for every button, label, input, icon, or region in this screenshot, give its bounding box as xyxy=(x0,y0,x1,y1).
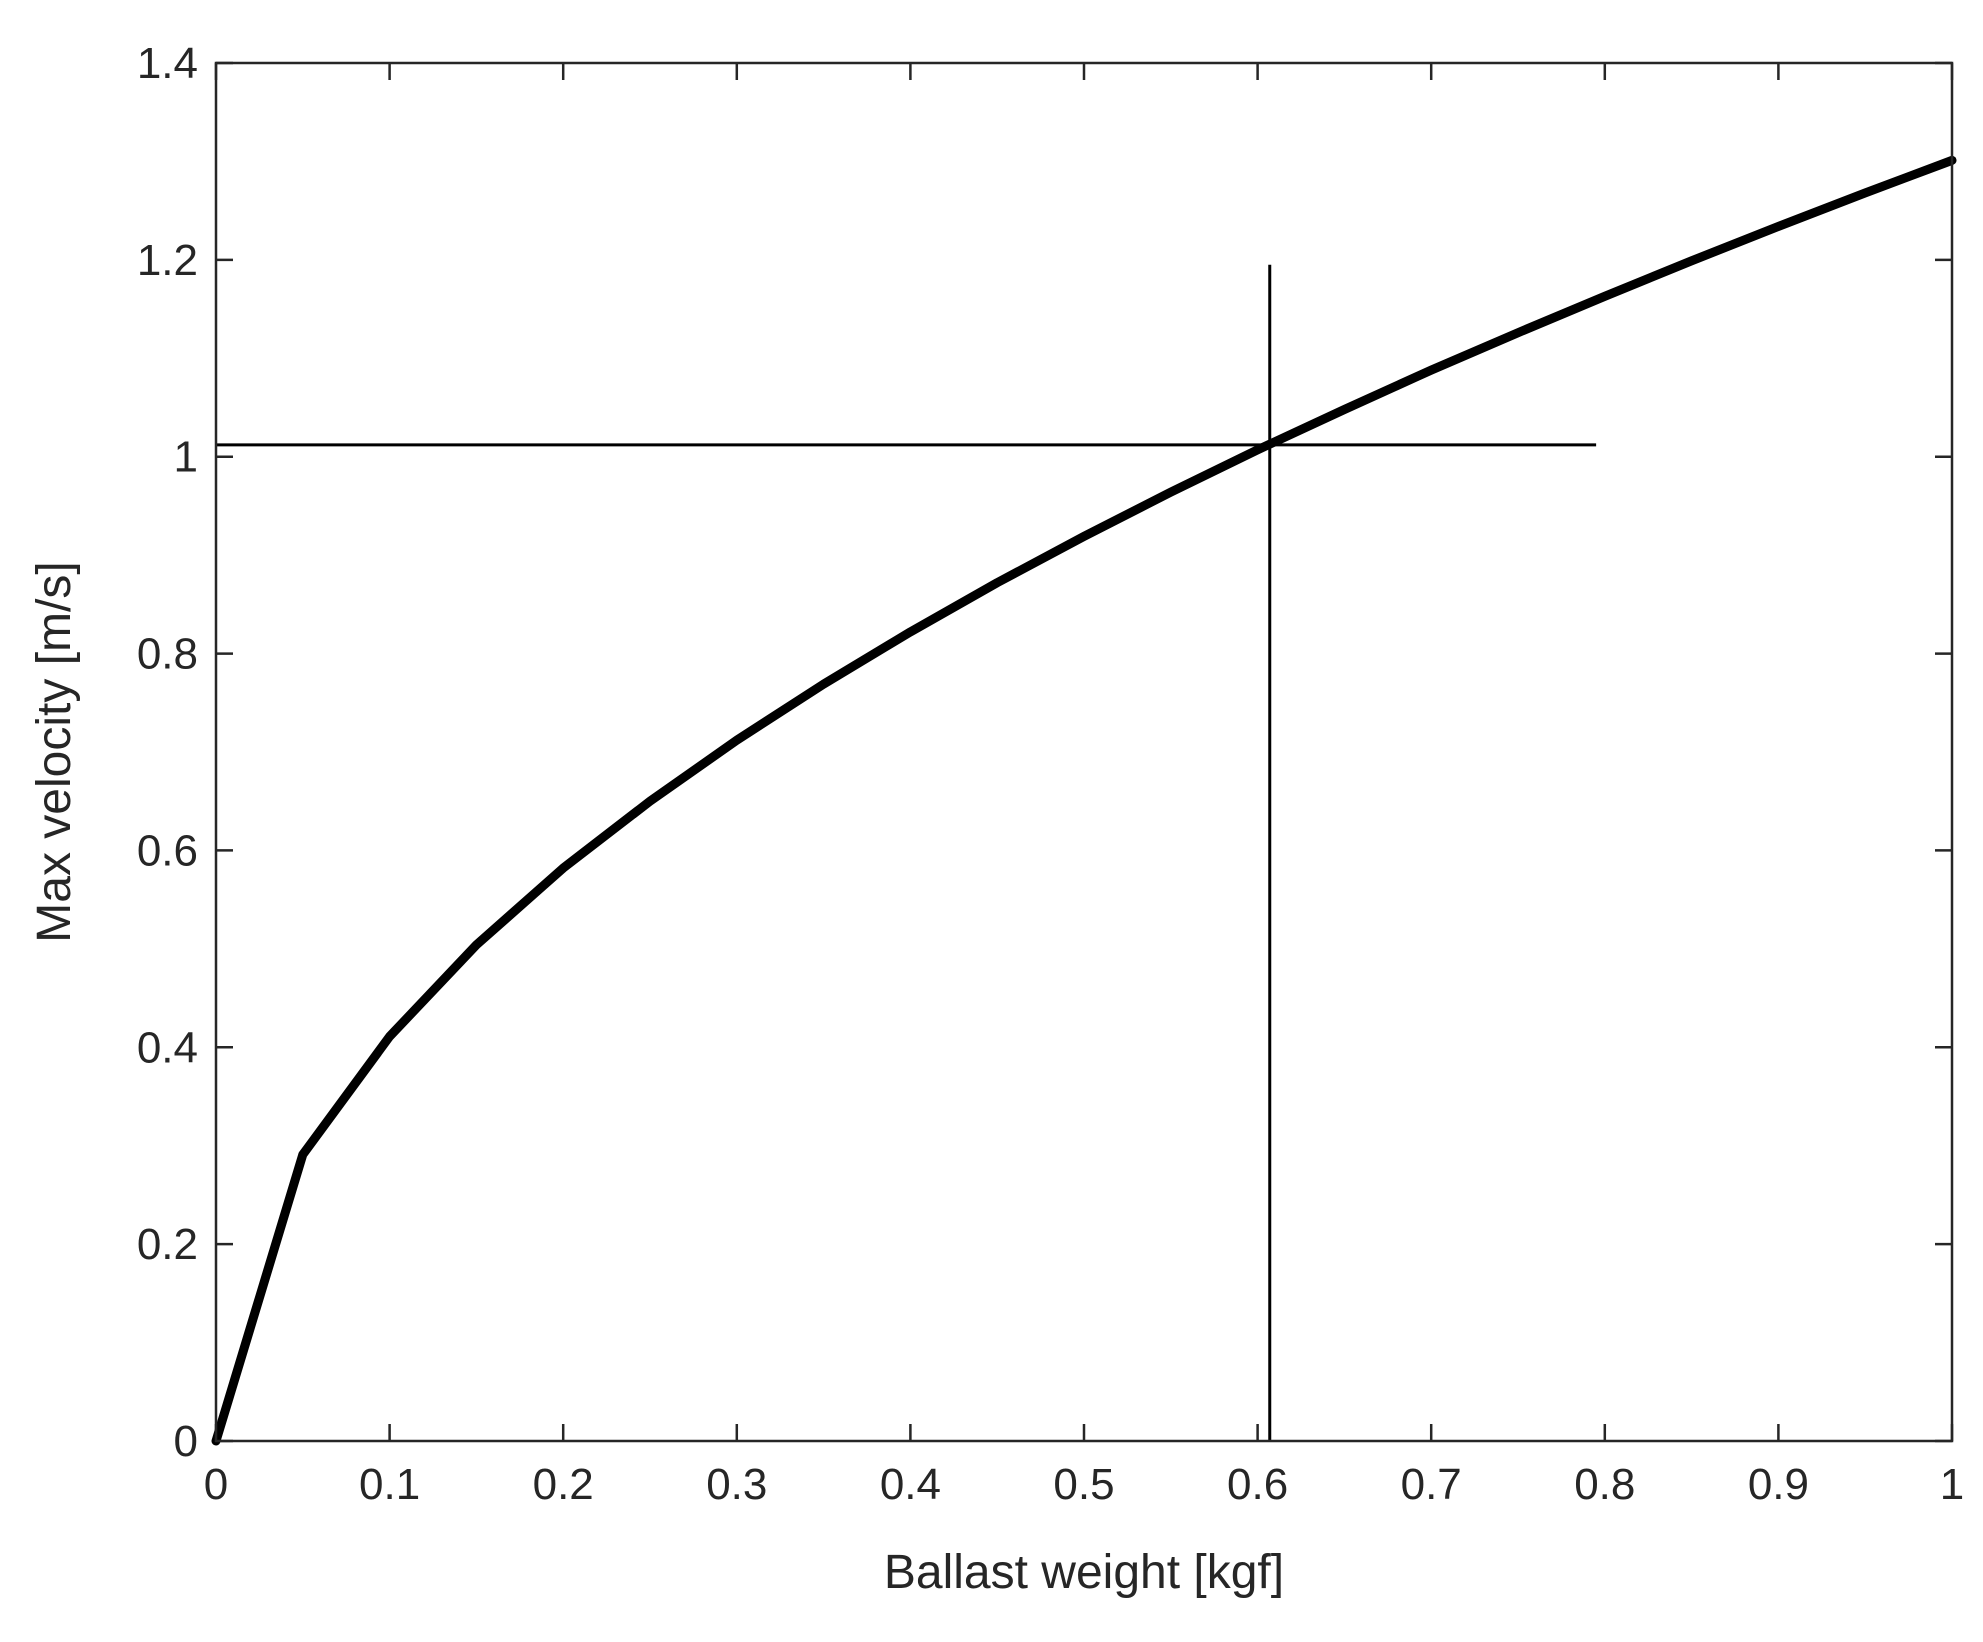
x-tick-label: 0.9 xyxy=(1748,1460,1809,1509)
x-tick-label: 0.3 xyxy=(706,1460,767,1509)
y-tick-label: 1.4 xyxy=(137,39,198,88)
x-tick-label: 0.7 xyxy=(1401,1460,1462,1509)
ticks-layer xyxy=(214,61,1954,1443)
x-tick-label: 0.6 xyxy=(1227,1460,1288,1509)
series-layer xyxy=(211,155,1957,1446)
plot-frame xyxy=(214,61,1954,1443)
y-tick-label: 0.4 xyxy=(137,1023,198,1072)
x-tick-label: 0.1 xyxy=(359,1460,420,1509)
x-tick-label: 0.8 xyxy=(1574,1460,1635,1509)
tick-labels: 0 0.1 0.2 0.3 0.4 0.5 0.6 0.7 0.8 0.9 1 0 0.2 0.4 0.6 0… xyxy=(137,39,1964,1509)
x-tick-label: 0.4 xyxy=(880,1460,941,1509)
y-tick-label: 0 xyxy=(174,1417,198,1466)
x-tick-label: 1 xyxy=(1940,1460,1964,1509)
y-axis-title: Max velocity [m/s] xyxy=(28,561,81,942)
y-tick-label: 1 xyxy=(174,433,198,482)
y-tick-label: 0.2 xyxy=(137,1220,198,1269)
x-tick-label: 0 xyxy=(204,1460,228,1509)
y-tick-label: 1.2 xyxy=(137,236,198,285)
x-axis-title: Ballast weight [kgf] xyxy=(884,1546,1284,1599)
reference-lines xyxy=(216,264,1597,1441)
y-tick-label: 0.8 xyxy=(137,630,198,679)
y-tick-label: 0.6 xyxy=(137,826,198,875)
series-line xyxy=(211,155,1957,1446)
x-tick-label: 0.5 xyxy=(1053,1460,1114,1509)
x-tick-label: 0.2 xyxy=(533,1460,594,1509)
